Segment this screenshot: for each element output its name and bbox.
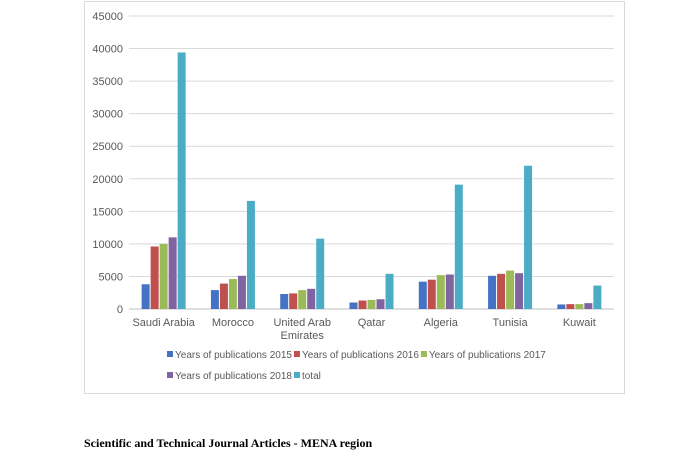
y-tick-label: 30000 bbox=[92, 109, 123, 121]
legend: Years of publications 2015 Years of publi… bbox=[167, 350, 546, 382]
y-axis-ticks: 0 5000 10000 15000 20000 25000 30000 35000 40000… bbox=[92, 11, 123, 316]
gridlines bbox=[129, 15, 614, 310]
x-category-label: Saudi Arabia bbox=[132, 317, 195, 329]
bar bbox=[418, 281, 427, 309]
legend-label: Years of publications 2016 bbox=[302, 350, 419, 361]
bar bbox=[557, 304, 566, 309]
bar bbox=[289, 293, 298, 309]
legend-swatch bbox=[293, 351, 300, 357]
bar bbox=[515, 273, 524, 309]
legend-swatch bbox=[293, 372, 300, 378]
bar bbox=[280, 294, 289, 309]
y-tick-label: 35000 bbox=[92, 76, 123, 88]
bar bbox=[488, 275, 497, 309]
legend-swatch bbox=[167, 351, 173, 357]
bar bbox=[307, 288, 316, 309]
bar bbox=[141, 284, 150, 309]
y-tick-label: 25000 bbox=[92, 141, 123, 153]
x-category-label: Emirates bbox=[281, 330, 325, 342]
y-tick-label: 0 bbox=[117, 304, 123, 316]
y-tick-label: 45000 bbox=[92, 11, 123, 23]
bar bbox=[367, 299, 376, 309]
bar bbox=[219, 283, 228, 309]
bar bbox=[150, 246, 159, 309]
bar bbox=[358, 300, 367, 309]
legend-label: Years of publications 2018 bbox=[175, 371, 292, 382]
bar bbox=[445, 274, 454, 309]
y-tick-label: 5000 bbox=[99, 271, 123, 283]
legend-swatch bbox=[420, 351, 427, 357]
bar bbox=[210, 290, 219, 309]
y-tick-label: 40000 bbox=[92, 44, 123, 56]
figure-caption: Scientific and Technical Journal Article… bbox=[84, 436, 373, 450]
bar bbox=[566, 304, 575, 309]
bar bbox=[298, 290, 307, 309]
bar bbox=[159, 243, 168, 309]
y-tick-label: 10000 bbox=[92, 239, 123, 251]
bar-chart: 0 5000 10000 15000 20000 25000 30000 35000 40000… bbox=[92, 11, 614, 382]
bar bbox=[376, 299, 385, 309]
x-category-label: Tunisia bbox=[493, 317, 529, 329]
x-category-label: Qatar bbox=[358, 317, 386, 329]
x-category-label: Morocco bbox=[212, 317, 254, 329]
legend-label: Years of publications 2017 bbox=[429, 350, 546, 361]
bar bbox=[497, 273, 506, 309]
bar bbox=[349, 302, 358, 309]
bar bbox=[454, 184, 463, 309]
legend-label: Years of publications 2015 bbox=[175, 350, 292, 361]
bar bbox=[237, 275, 246, 309]
x-category-label: Kuwait bbox=[563, 317, 596, 329]
bar bbox=[506, 270, 515, 309]
bar bbox=[584, 303, 593, 309]
x-category-label: United Arab bbox=[273, 317, 330, 329]
bars bbox=[141, 52, 602, 310]
bar bbox=[168, 237, 177, 309]
bar bbox=[228, 279, 237, 309]
bar bbox=[385, 273, 394, 309]
bar bbox=[593, 285, 602, 309]
x-category-label: Algeria bbox=[424, 317, 459, 329]
legend-swatch bbox=[167, 372, 173, 378]
bar bbox=[436, 275, 445, 309]
y-tick-label: 20000 bbox=[92, 174, 123, 186]
chart-frame: 0 5000 10000 15000 20000 25000 30000 35000 40000… bbox=[84, 1, 625, 394]
legend-label: total bbox=[302, 371, 321, 382]
bar bbox=[524, 165, 533, 309]
bar bbox=[575, 304, 584, 309]
bar bbox=[427, 279, 436, 309]
bar bbox=[246, 200, 255, 309]
bar bbox=[316, 238, 325, 309]
bar bbox=[177, 52, 186, 310]
y-tick-label: 15000 bbox=[92, 206, 123, 218]
